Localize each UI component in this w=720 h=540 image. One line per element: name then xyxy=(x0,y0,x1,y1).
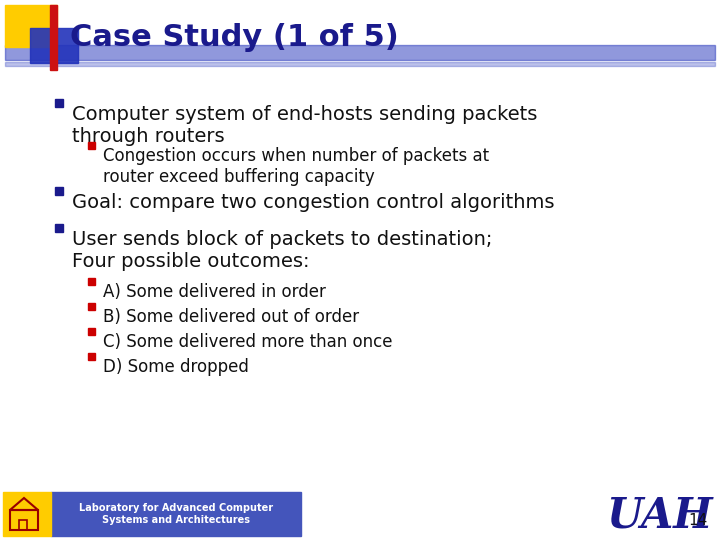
Bar xyxy=(51,492,301,536)
Text: User sends block of packets to destination;
Four possible outcomes:: User sends block of packets to destinati… xyxy=(72,230,492,271)
Text: Laboratory for Advanced Computer
Systems and Architectures: Laboratory for Advanced Computer Systems… xyxy=(79,503,273,525)
Text: A) Some delivered in order: A) Some delivered in order xyxy=(103,283,326,301)
Bar xyxy=(10,510,38,530)
Text: B) Some delivered out of order: B) Some delivered out of order xyxy=(103,308,359,326)
Bar xyxy=(5,45,715,60)
Bar xyxy=(5,5,57,47)
Bar xyxy=(88,142,95,149)
Bar xyxy=(50,5,57,70)
Text: 14: 14 xyxy=(689,513,708,528)
Text: C) Some delivered more than once: C) Some delivered more than once xyxy=(103,333,392,351)
Bar xyxy=(55,224,63,232)
Text: Computer system of end-hosts sending packets
through routers: Computer system of end-hosts sending pac… xyxy=(72,105,537,146)
Bar xyxy=(55,187,63,195)
Text: UAH: UAH xyxy=(607,494,714,536)
Bar xyxy=(30,28,78,63)
Bar xyxy=(88,328,95,335)
Text: Goal: compare two congestion control algorithms: Goal: compare two congestion control alg… xyxy=(72,193,554,212)
Bar xyxy=(3,492,51,536)
Text: Congestion occurs when number of packets at
router exceed buffering capacity: Congestion occurs when number of packets… xyxy=(103,147,489,186)
Bar xyxy=(88,303,95,310)
Bar xyxy=(88,353,95,360)
Bar xyxy=(55,99,63,107)
Bar xyxy=(19,520,27,530)
Bar xyxy=(88,278,95,285)
Bar xyxy=(5,62,715,66)
Text: Case Study (1 of 5): Case Study (1 of 5) xyxy=(70,24,399,52)
Text: D) Some dropped: D) Some dropped xyxy=(103,358,249,376)
